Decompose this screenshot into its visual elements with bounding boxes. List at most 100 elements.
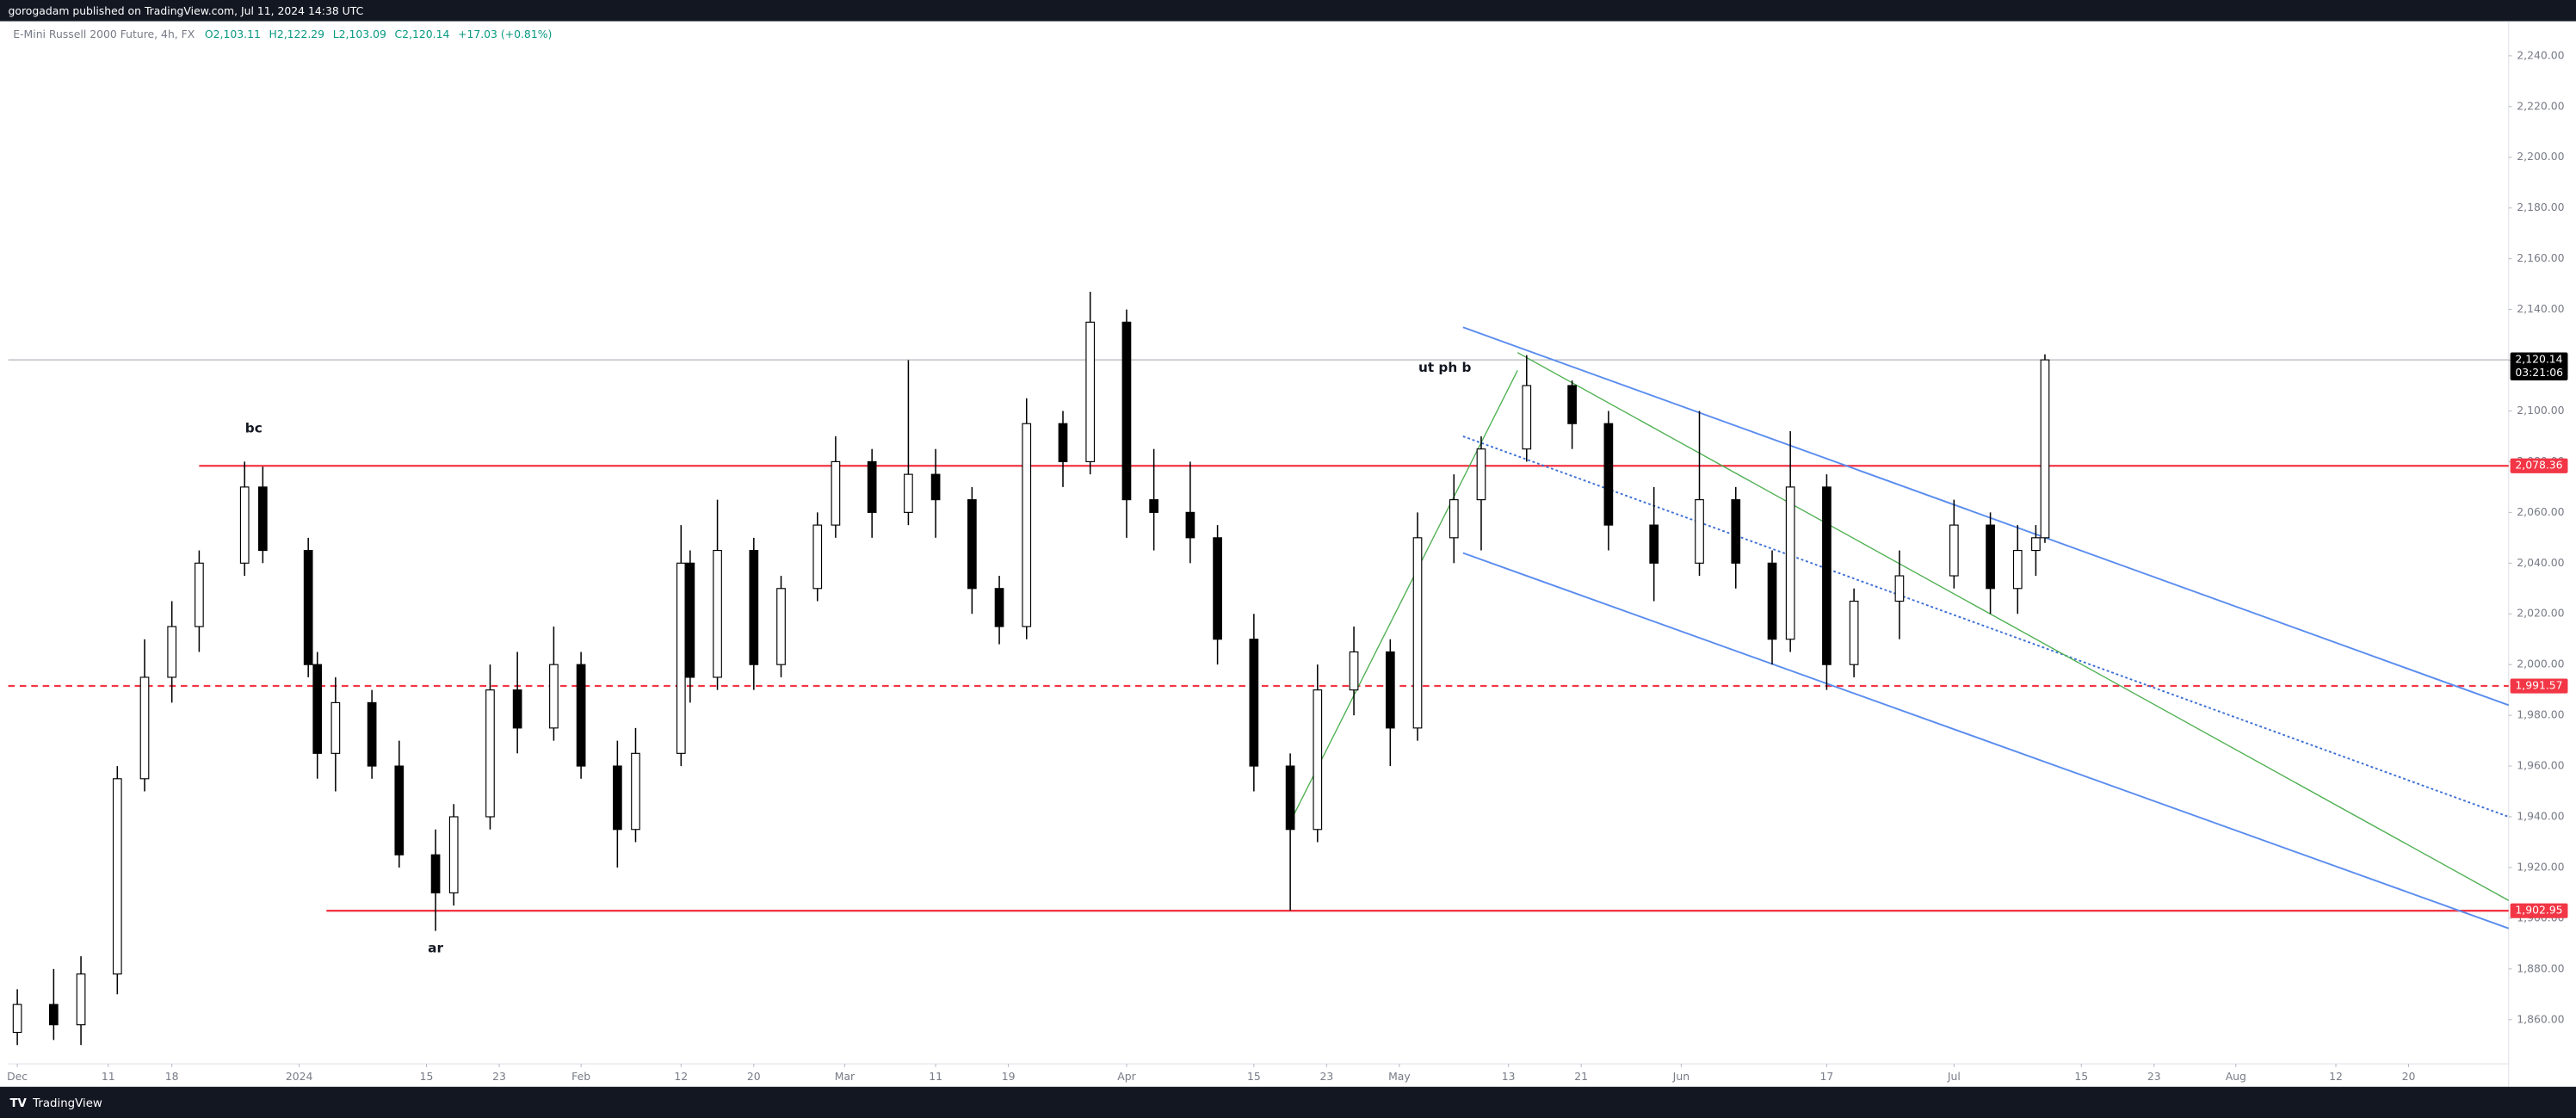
level-label-box: [2510, 458, 2568, 473]
y-tick-label: 2,160.00: [2517, 251, 2564, 264]
x-tick-label: 18: [165, 1070, 179, 1083]
candle-body: [258, 486, 268, 552]
ohlc-high: H2,122.29: [269, 28, 325, 40]
candle-body: [1567, 385, 1577, 424]
candle-body: [631, 752, 640, 831]
y-tick-label: 2,220.00: [2517, 99, 2564, 112]
y-tick-label: 2,040.00: [2517, 556, 2564, 569]
level-label-box: [2510, 678, 2568, 694]
symbol-line: E-Mini Russell 2000 Future, 4h, FX O2,10…: [13, 28, 552, 40]
countdown-label: 03:21:06: [2515, 366, 2563, 379]
annotation: ar: [428, 941, 443, 956]
candle-body: [1522, 385, 1532, 450]
x-tick-label: 11: [102, 1070, 115, 1083]
candle-body: [576, 664, 586, 767]
level-label: 1,902.95: [2515, 904, 2562, 917]
candle-body: [1849, 600, 1859, 665]
candle-body: [2012, 549, 2023, 590]
trendline: [1289, 370, 1518, 823]
chart-background: [0, 21, 2576, 1087]
candle-body: [303, 549, 313, 665]
candle-body: [195, 562, 204, 627]
published-line: gorogadam published on TradingView.com, …: [9, 4, 364, 17]
candle-body: [430, 854, 441, 893]
y-tick-label: 2,180.00: [2517, 201, 2564, 213]
candle-body: [76, 973, 86, 1026]
x-tick-label: Aug: [2226, 1070, 2246, 1083]
candle-body: [139, 676, 150, 780]
candle-body: [994, 588, 1004, 627]
candle-body: [685, 562, 695, 678]
candle-body: [49, 1004, 59, 1026]
x-tick-label: 23: [1319, 1070, 1333, 1083]
y-tick-label: 1,920.00: [2517, 860, 2564, 873]
candle-body: [394, 765, 405, 855]
candle-body: [1986, 524, 1995, 590]
candle-body: [676, 562, 686, 754]
symbol-title: E-Mini Russell 2000 Future, 4h, FX: [13, 28, 195, 40]
candle-body: [613, 765, 622, 831]
candle-body: [512, 689, 522, 729]
y-tick-label: 1,860.00: [2517, 1012, 2564, 1025]
level-label: 2,078.36: [2515, 459, 2562, 472]
x-tick-label: 12: [674, 1070, 688, 1083]
x-tick-label: 15: [2074, 1070, 2088, 1083]
candle-body: [1349, 651, 1359, 691]
y-tick-label: 2,200.00: [2517, 150, 2564, 163]
y-tick-label: 2,100.00: [2517, 404, 2564, 417]
candle-body: [1449, 499, 1459, 539]
candle-body: [1085, 321, 1096, 462]
candle-body: [330, 701, 341, 754]
candle-body: [1767, 562, 1777, 640]
x-tick-label: 15: [1247, 1070, 1261, 1083]
x-tick-label: 21: [1574, 1070, 1588, 1083]
candle-body: [1313, 689, 1323, 831]
ohlc-open: O2,103.11: [205, 28, 261, 40]
trendline: [1462, 435, 2510, 818]
candle-body: [367, 701, 377, 767]
candle-body: [930, 473, 941, 501]
x-tick-label: 11: [929, 1070, 942, 1083]
annotation: ut ph b: [1418, 360, 1472, 375]
candle-body: [2031, 537, 2041, 552]
y-tick-label: 2,140.00: [2517, 302, 2564, 315]
x-tick-label: Mar: [835, 1070, 856, 1083]
candle-body: [713, 549, 722, 678]
y-tick-label: 1,980.00: [2517, 708, 2564, 721]
y-tick-label: 2,000.00: [2517, 658, 2564, 670]
candle-body: [1731, 499, 1741, 564]
candle-body: [1476, 448, 1486, 501]
x-tick-label: Dec: [7, 1070, 28, 1083]
x-tick-label: 17: [1820, 1070, 1834, 1083]
candle-body: [1385, 651, 1395, 729]
x-tick-label: 20: [2402, 1070, 2416, 1083]
candle-body: [904, 473, 913, 513]
x-tick-label: Jul: [1947, 1070, 1961, 1083]
y-tick-label: 2,060.00: [2517, 505, 2564, 518]
candle-body: [1285, 765, 1295, 831]
ohlc-low: L2,103.09: [333, 28, 386, 40]
candle-body: [967, 499, 977, 590]
candle-body: [1695, 499, 1704, 564]
candle-body: [831, 460, 841, 526]
top-bar: [0, 0, 2576, 22]
ohlc-change: +17.03 (+0.81%): [458, 28, 552, 40]
candle-body: [1822, 486, 1832, 665]
candle-body: [112, 778, 122, 975]
y-tick-label: 1,960.00: [2517, 759, 2564, 772]
candle-body: [812, 524, 823, 590]
candle-body: [1785, 486, 1795, 640]
bottom-bar: [0, 1086, 2576, 1118]
candle-body: [312, 664, 323, 754]
x-tick-label: Jun: [1672, 1070, 1690, 1083]
level-label-box: [2510, 903, 2568, 918]
x-tick-label: 13: [1502, 1070, 1516, 1083]
level-label: 1,991.57: [2515, 679, 2562, 692]
candle-body: [1185, 511, 1195, 539]
candle-body: [1649, 524, 1659, 564]
candle-body: [749, 549, 759, 665]
candle-body: [12, 1004, 22, 1034]
candle-body: [1149, 499, 1158, 513]
